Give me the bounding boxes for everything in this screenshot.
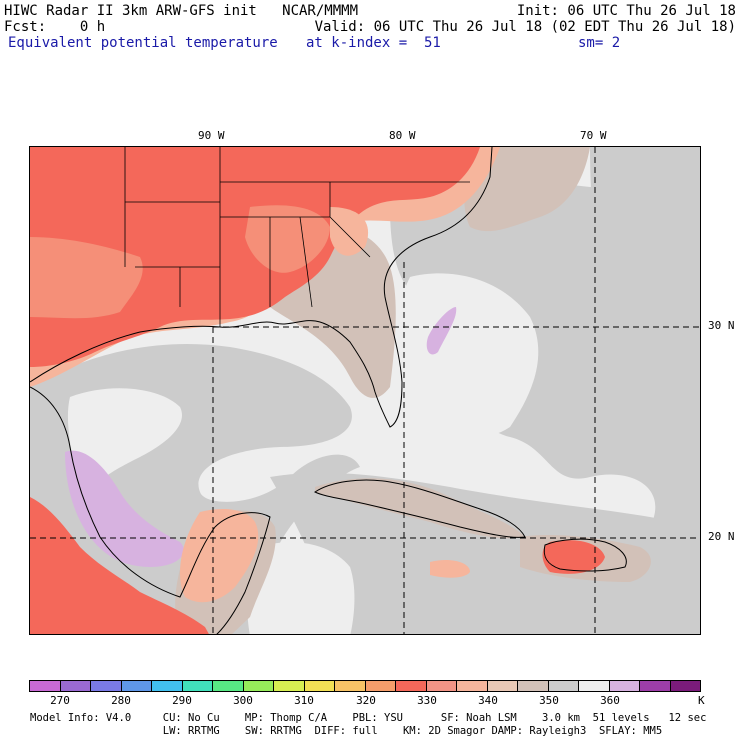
colorbar-tick-label: 270 — [50, 694, 70, 707]
colorbar-swatch — [243, 681, 274, 691]
colorbar-swatch — [670, 681, 700, 691]
longitude-label-90w: 90 W — [198, 129, 225, 142]
colorbar-swatch — [548, 681, 579, 691]
latitude-label-30n: 30 N — [708, 319, 735, 332]
colorbar-swatch — [304, 681, 335, 691]
smoothing-label: sm= 2 — [578, 35, 621, 51]
contour-365-bahamas-spot — [426, 307, 457, 355]
colorbar-swatch — [182, 681, 213, 691]
colorbar-swatch — [426, 681, 457, 691]
colorbar-swatch — [365, 681, 396, 691]
model-info-line2: LW: RRTMG SW: RRTMG DIFF: full KM: 2D Sm… — [30, 725, 663, 737]
colorbar-swatch — [640, 681, 671, 691]
colorbar-swatch — [91, 681, 122, 691]
coastline-mexico — [30, 386, 271, 634]
graticule — [30, 147, 700, 634]
colorbar-swatch — [274, 681, 305, 691]
colorbar-swatch — [609, 681, 640, 691]
forecast-hour: Fcst: 0 h — [4, 19, 106, 35]
field-name: Equivalent potential temperature — [8, 35, 278, 51]
colorbar-tick-label: 330 — [417, 694, 437, 707]
map-panel — [29, 146, 701, 635]
contour-330-hispaniola — [542, 540, 605, 574]
colorbar-swatch — [396, 681, 427, 691]
contour-340-yucatan — [180, 509, 259, 603]
colorbar-tick-label: 350 — [539, 694, 559, 707]
colorbar-tick-label: 290 — [172, 694, 192, 707]
contour-350-cuba — [315, 478, 525, 539]
coastline-hispaniola — [543, 538, 627, 572]
colorbar-swatch — [579, 681, 610, 691]
level-label: at k-index = 51 — [306, 35, 441, 51]
colorbar-tick-label: 320 — [356, 694, 376, 707]
contour-340-southeast — [330, 207, 369, 256]
init-time: Init: 06 UTC Thu 26 Jul 18 — [516, 3, 736, 19]
coastline-gulf — [30, 147, 493, 428]
contour-360-caribbean-center — [247, 542, 355, 634]
colorbar-tick-label: 310 — [294, 694, 314, 707]
contour-355-caribbean — [270, 472, 700, 634]
colorbar-swatch — [213, 681, 244, 691]
colorbar-swatch — [335, 681, 366, 691]
colorbar-tick-label: 340 — [478, 694, 498, 707]
model-info-line1: Model Info: V4.0 CU: No Cu MP: Thomp C/A… — [30, 712, 707, 724]
colorbar-swatch — [518, 681, 549, 691]
colorbar-tick-label: 300 — [233, 694, 253, 707]
colorbar-swatch — [121, 681, 152, 691]
contour-335-south — [245, 205, 330, 273]
colorbar-swatch — [152, 681, 183, 691]
coastline-cuba — [314, 479, 526, 538]
contour-335-tx — [30, 237, 143, 319]
colorbar-unit: K — [698, 694, 705, 707]
colorbar-swatch — [60, 681, 91, 691]
model-title: HIWC Radar II 3km ARW-GFS init NCAR/MMMM — [4, 3, 359, 19]
contour-360-bahamas — [395, 273, 539, 438]
state-borders — [124, 147, 470, 327]
longitude-label-80w: 80 W — [389, 129, 416, 142]
colorbar-swatch — [457, 681, 488, 691]
colorbar-tick-label: 360 — [600, 694, 620, 707]
colorbar-swatch — [487, 681, 518, 691]
contour-355-east — [590, 147, 700, 406]
latitude-label-20n: 20 N — [708, 530, 735, 543]
colorbar-swatch — [30, 681, 61, 691]
contour-330-mexico — [30, 497, 209, 634]
valid-time: Valid: 06 UTC Thu 26 Jul 18 (02 EDT Thu … — [314, 19, 736, 35]
longitude-label-70w: 70 W — [580, 129, 607, 142]
theta-e-field — [30, 147, 700, 634]
colorbar-tick-label: 280 — [111, 694, 131, 707]
contour-340-cuba-spot — [430, 560, 470, 578]
contour-350-northeast — [464, 147, 590, 232]
color-scale-bar — [29, 680, 701, 692]
